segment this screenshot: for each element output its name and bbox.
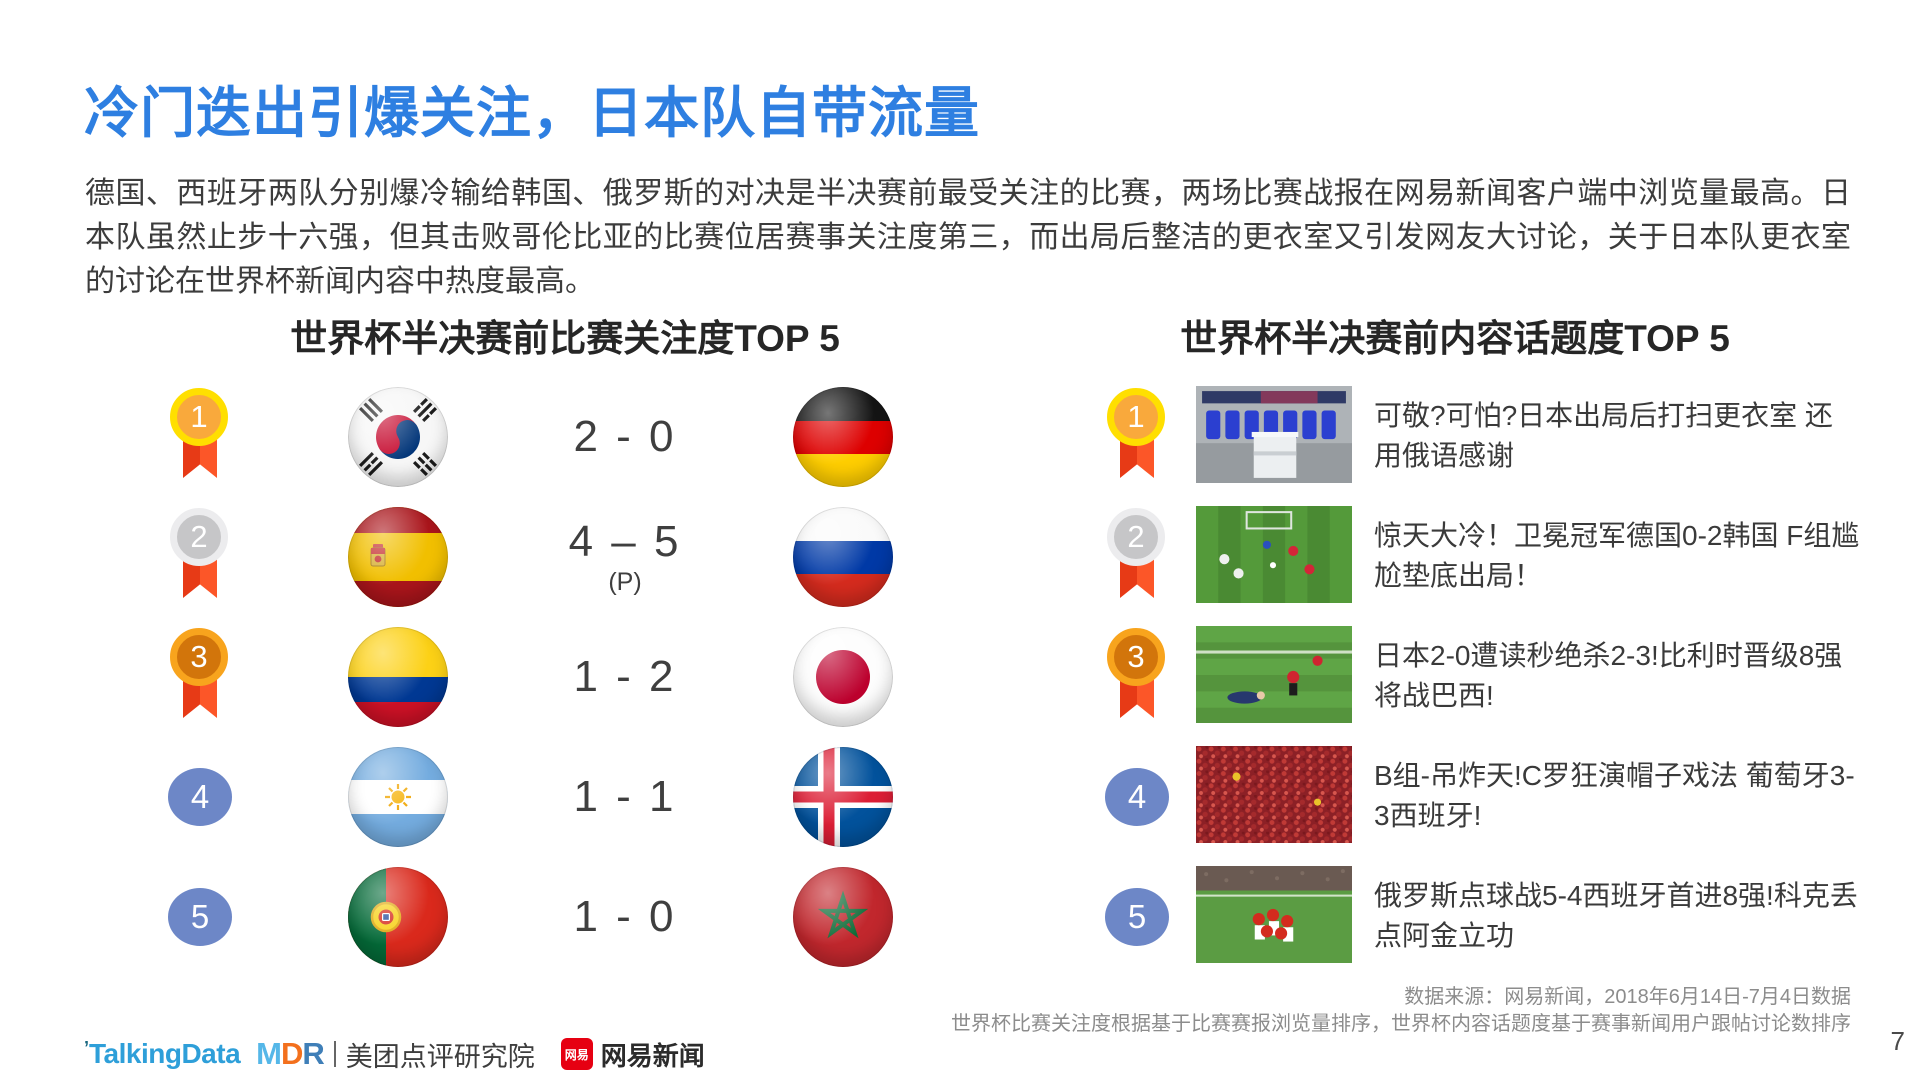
right-panel-title: 世界杯半决赛前内容话题度TOP 5 bbox=[1180, 318, 1730, 359]
flag-japan-icon bbox=[793, 627, 893, 727]
score-text: 1 - 2 bbox=[573, 652, 677, 701]
match-row-2: 2 4 – 5 (P) bbox=[0, 500, 1921, 614]
news-headline: 日本2-0遭读秒绝杀2-3!比利时晋级8强将战巴西! bbox=[1374, 640, 1843, 711]
topic-row-1: 1 可敬?可怕?日本出局后打扫更衣室 还用俄语感谢 bbox=[0, 380, 1921, 494]
source-line-1: 数据来源：网易新闻，2018年6月14日-7月4日数据 bbox=[1404, 986, 1851, 1008]
talkingdata-logo: TalkingData bbox=[89, 1038, 241, 1069]
match-row-1: 1 2 - 0 bbox=[0, 380, 1921, 494]
score-text: 1 - 1 bbox=[573, 772, 677, 821]
medal-number: 3 bbox=[170, 628, 228, 686]
match-score: 1 - 0 bbox=[535, 860, 715, 974]
medal-number: 3 bbox=[1107, 628, 1165, 686]
match-row-5: 5 1 - 0 bbox=[0, 860, 1921, 974]
flag-iceland-icon bbox=[793, 747, 893, 847]
rank-5-medal: 5 bbox=[1105, 888, 1169, 946]
talkingdata-logo-mark: ’ bbox=[84, 1038, 90, 1058]
topic-row-5: 5 俄罗斯点球战5-4西班牙首进8强!科克丢点阿金立功 bbox=[0, 860, 1921, 974]
score-text: 2 - 0 bbox=[573, 412, 677, 461]
rank-4-medal: 4 bbox=[1105, 768, 1169, 826]
medal-number: 2 bbox=[170, 508, 228, 566]
rank-2-medal: 2 bbox=[170, 508, 230, 608]
flag-argentina-icon bbox=[348, 747, 448, 847]
rank-3-medal: 3 bbox=[170, 628, 230, 728]
score-text: 1 - 0 bbox=[573, 892, 677, 941]
rank-1-medal: 1 bbox=[170, 388, 230, 488]
medal-number: 1 bbox=[1107, 388, 1165, 446]
left-panel-title: 世界杯半决赛前比赛关注度TOP 5 bbox=[290, 318, 840, 359]
flag-morocco-icon bbox=[793, 867, 893, 967]
data-source-note: 数据来源：网易新闻，2018年6月14日-7月4日数据 世界杯比赛关注度根据基于… bbox=[951, 984, 1851, 1038]
rank-4-medal: 4 bbox=[168, 768, 232, 826]
rank-2-medal: 2 bbox=[1107, 508, 1167, 608]
news-headline: 惊天大冷！卫冕冠军德国0-2韩国 F组尴尬垫底出局！ bbox=[1374, 520, 1860, 591]
topic-row-2: 2 惊天大冷！卫冕冠军德国0-2韩国 F组尴尬垫底出局！ bbox=[0, 500, 1921, 614]
page-number: 7 bbox=[1890, 1026, 1905, 1056]
rank-3-medal: 3 bbox=[1107, 628, 1167, 728]
russia-celebration-photo bbox=[1196, 866, 1352, 963]
medal-number: 2 bbox=[1107, 508, 1165, 566]
match-score: 1 - 2 bbox=[535, 620, 715, 734]
flag-portugal-icon bbox=[348, 867, 448, 967]
mdr-logo: MDR bbox=[256, 1036, 325, 1071]
match-score: 2 - 0 bbox=[535, 380, 715, 494]
japan-belgium-match-photo bbox=[1196, 626, 1352, 723]
score-text: 4 – 5 bbox=[568, 517, 682, 566]
rank-5-medal: 5 bbox=[168, 888, 232, 946]
match-row-4: 4 1 - 1 bbox=[0, 740, 1921, 854]
topic-row-4: 4 B组-吊炸天!C罗狂演帽子戏法 葡萄牙3-3西班牙! bbox=[0, 740, 1921, 854]
news-headline: B组-吊炸天!C罗狂演帽子戏法 葡萄牙3-3西班牙! bbox=[1374, 760, 1855, 831]
page-title: 冷门迭出引爆关注，日本队自带流量 bbox=[84, 82, 981, 144]
news-headline: 可敬?可怕?日本出局后打扫更衣室 还用俄语感谢 bbox=[1374, 400, 1833, 471]
partner-logos: ’ TalkingData MDR 美团点评研究院 网易 网易新闻 bbox=[84, 1036, 705, 1072]
germany-korea-match-photo bbox=[1196, 506, 1352, 603]
penalty-note: (P) bbox=[608, 568, 642, 596]
flag-spain-icon bbox=[348, 507, 448, 607]
match-score: 1 - 1 bbox=[535, 740, 715, 854]
portugal-fans-photo bbox=[1196, 746, 1352, 843]
topic-row-3: 3 日本2-0遭读秒绝杀2-3!比利时晋级8强将战巴西! bbox=[0, 620, 1921, 734]
medal-number: 1 bbox=[170, 388, 228, 446]
netease-news-logo: 网易新闻 bbox=[600, 1040, 705, 1071]
news-headline: 俄罗斯点球战5-4西班牙首进8强!科克丢点阿金立功 bbox=[1374, 880, 1858, 951]
logo-divider bbox=[333, 1041, 336, 1067]
source-line-2: 世界杯比赛关注度根据基于比赛赛报浏览量排序，世界杯内容话题度基于赛事新闻用户跟帖… bbox=[951, 1013, 1851, 1035]
meituan-dianping-institute-logo: 美团点评研究院 bbox=[345, 1041, 535, 1072]
intro-text: 德国、西班牙两队分别爆冷输给韩国、俄罗斯的对决是半决赛前最受关注的比赛，两场比赛… bbox=[85, 177, 1851, 298]
flag-south-korea-icon bbox=[348, 387, 448, 487]
match-score: 4 – 5 (P) bbox=[535, 500, 715, 614]
match-row-3: 3 1 - 2 bbox=[0, 620, 1921, 734]
japan-locker-room-photo bbox=[1196, 386, 1352, 483]
rank-1-medal: 1 bbox=[1107, 388, 1167, 488]
netease-app-icon: 网易 bbox=[560, 1038, 593, 1070]
flag-russia-icon bbox=[793, 507, 893, 607]
flag-germany-icon bbox=[793, 387, 893, 487]
